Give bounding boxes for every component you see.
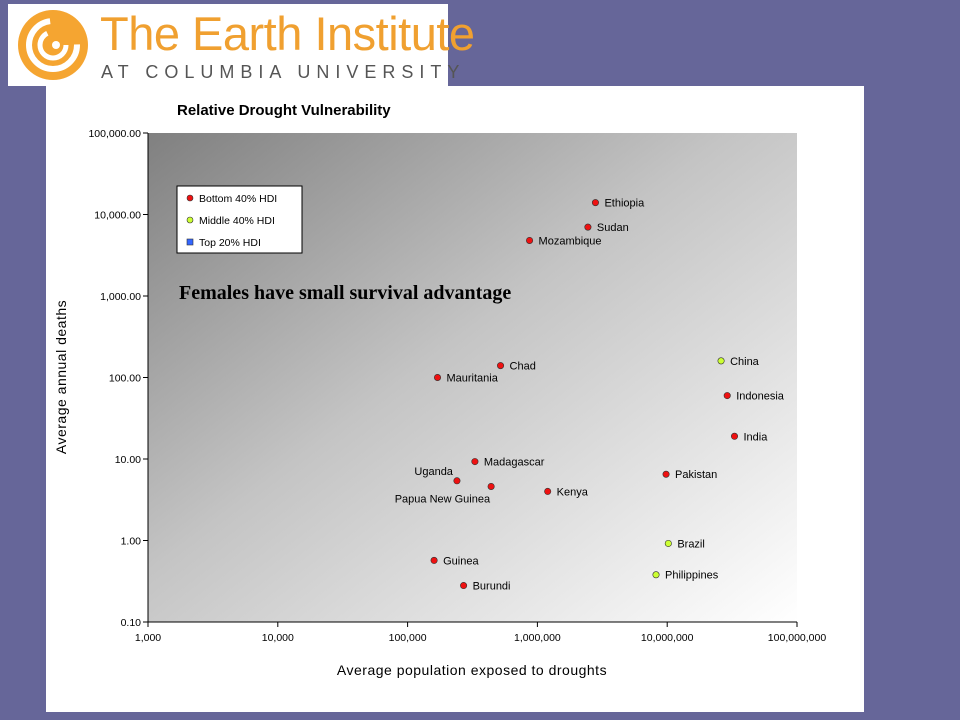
data-point-label: Mozambique — [539, 235, 602, 247]
data-point-label: Philippines — [665, 570, 719, 582]
data-point — [664, 539, 672, 547]
data-point-label: Uganda — [414, 466, 453, 478]
data-point — [526, 236, 534, 244]
legend-marker — [186, 238, 194, 246]
data-point — [584, 223, 592, 231]
chart-title: Relative Drought Vulnerability — [177, 102, 391, 119]
data-point — [717, 357, 725, 365]
data-point — [652, 571, 660, 579]
data-point — [544, 487, 552, 495]
annotation-text: Females have small survival advantage — [179, 282, 511, 304]
y-tick-label: 0.10 — [121, 617, 142, 629]
x-tick-label: 100,000,000 — [768, 632, 827, 644]
legend-marker — [186, 194, 194, 202]
x-tick-label: 1,000 — [135, 632, 161, 644]
legend-box — [176, 185, 303, 254]
data-point-label: Chad — [510, 361, 536, 373]
x-tick-label: 100,000 — [389, 632, 427, 644]
data-point — [591, 199, 599, 207]
x-axis-label: Average population exposed to droughts — [337, 662, 607, 678]
earth-institute-logo: The Earth Institute AT COLUMBIA UNIVERSI… — [8, 4, 475, 86]
drought-vulnerability-chart: Relative Drought Vulnerability 1,000 10,0… — [53, 102, 826, 678]
x-tick-label: 10,000,000 — [641, 632, 694, 644]
data-point-label: Mauritania — [447, 373, 499, 385]
x-tick-label: 10,000 — [262, 632, 294, 644]
legend-entry-label: Middle 40% HDI — [199, 215, 275, 227]
y-tick-label: 1,000.00 — [100, 291, 141, 303]
data-point — [723, 392, 731, 400]
data-point — [731, 432, 739, 440]
data-point-label: China — [730, 356, 760, 368]
data-point-label: Sudan — [597, 222, 629, 234]
chart-panel: Relative Drought Vulnerability 1,000 10,0… — [46, 86, 864, 712]
logo-subtitle: AT COLUMBIA UNIVERSITY — [101, 62, 466, 82]
data-point-label: Brazil — [677, 538, 705, 550]
legend: Bottom 40% HDI Middle 40% HDI Top 20% HDI — [176, 185, 303, 254]
y-axis-label: Average annual deaths — [53, 300, 69, 454]
axes: 1,000 10,000 100,000 1,000,000 10,000,000 100… — [88, 128, 826, 644]
data-point-label: Ethiopia — [604, 198, 645, 210]
data-point-label: Papua New Guinea — [395, 493, 491, 505]
data-point — [430, 556, 438, 564]
data-point-label: Pakistan — [675, 469, 717, 481]
data-point — [434, 373, 442, 381]
data-point — [487, 482, 495, 490]
data-point-label: Madagascar — [484, 457, 545, 469]
data-point — [662, 470, 670, 478]
y-tick-label: 10.00 — [115, 454, 141, 466]
data-point-label: Kenya — [557, 486, 589, 498]
data-point — [453, 477, 461, 485]
y-tick-label: 10,000.00 — [94, 210, 141, 222]
x-tick-label: 1,000,000 — [514, 632, 561, 644]
y-tick-label: 100,000.00 — [88, 128, 141, 140]
legend-entry-label: Bottom 40% HDI — [199, 193, 277, 205]
data-point-label: India — [744, 431, 769, 443]
data-point-label: Guinea — [443, 555, 479, 567]
logo-title: The Earth Institute — [100, 7, 475, 60]
data-point — [471, 458, 479, 466]
data-point — [497, 362, 505, 370]
legend-entry-label: Top 20% HDI — [199, 237, 261, 249]
legend-marker — [186, 216, 194, 224]
y-tick-label: 1.00 — [121, 536, 142, 548]
data-point-label: Burundi — [473, 581, 511, 593]
y-tick-label: 100.00 — [109, 373, 141, 385]
earth-institute-logo-icon — [18, 10, 88, 80]
data-point-label: Indonesia — [736, 391, 785, 403]
data-point — [460, 582, 468, 590]
